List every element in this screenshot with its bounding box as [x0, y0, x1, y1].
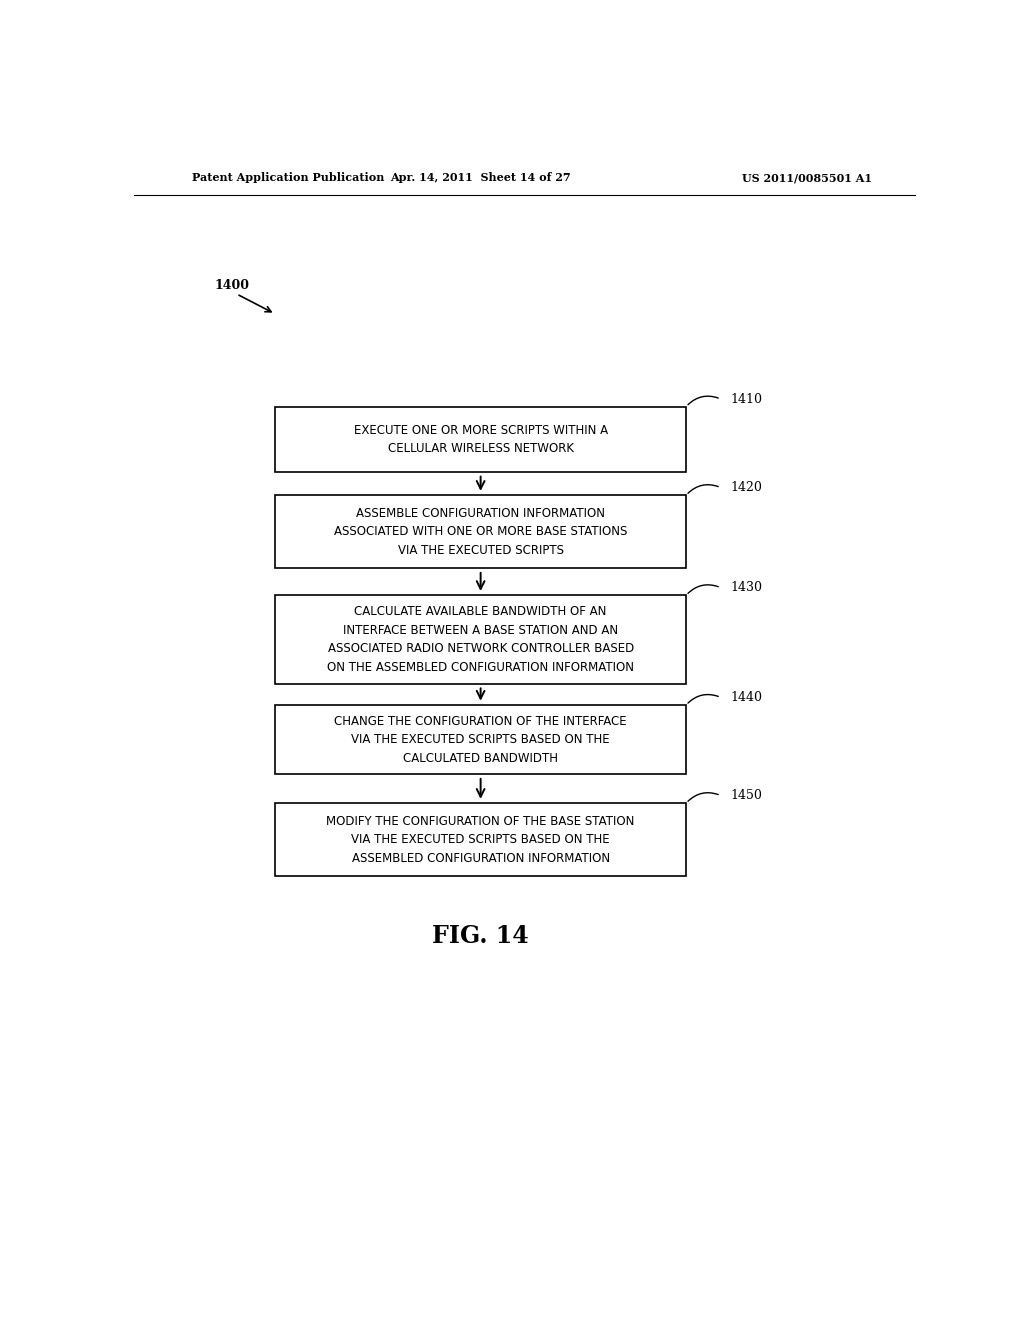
Text: US 2011/0085501 A1: US 2011/0085501 A1 — [742, 172, 872, 183]
Text: 1410: 1410 — [730, 392, 762, 405]
Text: Patent Application Publication: Patent Application Publication — [191, 172, 384, 183]
Text: MODIFY THE CONFIGURATION OF THE BASE STATION
VIA THE EXECUTED SCRIPTS BASED ON T: MODIFY THE CONFIGURATION OF THE BASE STA… — [327, 814, 635, 865]
Text: 1430: 1430 — [730, 581, 762, 594]
Text: Apr. 14, 2011  Sheet 14 of 27: Apr. 14, 2011 Sheet 14 of 27 — [390, 172, 571, 183]
Text: 1450: 1450 — [730, 789, 762, 803]
Bar — [275, 407, 686, 473]
Text: FIG. 14: FIG. 14 — [432, 924, 529, 948]
Text: 1440: 1440 — [730, 690, 762, 704]
Text: CALCULATE AVAILABLE BANDWIDTH OF AN
INTERFACE BETWEEN A BASE STATION AND AN
ASSO: CALCULATE AVAILABLE BANDWIDTH OF AN INTE… — [327, 606, 634, 675]
Text: EXECUTE ONE OR MORE SCRIPTS WITHIN A
CELLULAR WIRELESS NETWORK: EXECUTE ONE OR MORE SCRIPTS WITHIN A CEL… — [353, 424, 607, 455]
Bar — [275, 804, 686, 876]
Bar — [275, 495, 686, 569]
Bar — [275, 705, 686, 775]
Text: 1420: 1420 — [730, 480, 762, 494]
Text: CHANGE THE CONFIGURATION OF THE INTERFACE
VIA THE EXECUTED SCRIPTS BASED ON THE
: CHANGE THE CONFIGURATION OF THE INTERFAC… — [334, 714, 627, 764]
Text: 1400: 1400 — [215, 279, 250, 292]
Bar — [275, 595, 686, 684]
Text: ASSEMBLE CONFIGURATION INFORMATION
ASSOCIATED WITH ONE OR MORE BASE STATIONS
VIA: ASSEMBLE CONFIGURATION INFORMATION ASSOC… — [334, 507, 628, 557]
